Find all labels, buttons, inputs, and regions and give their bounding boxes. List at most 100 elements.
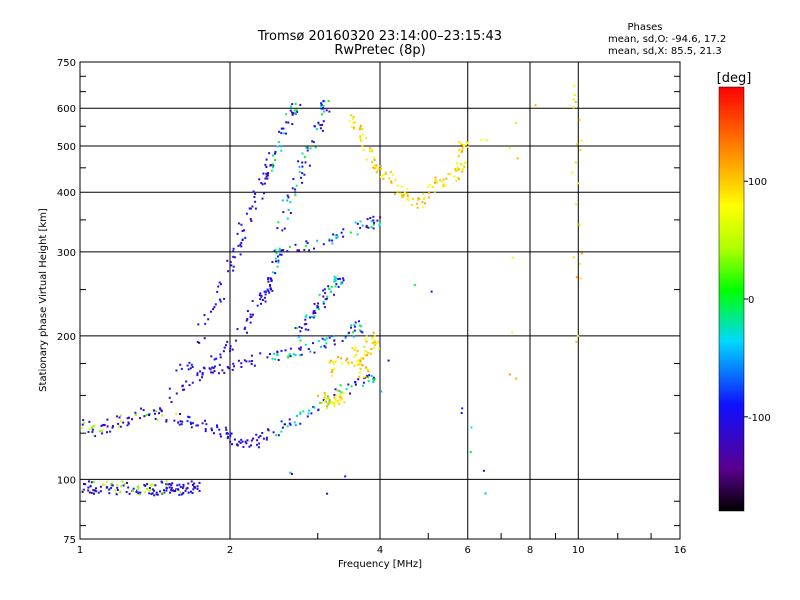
data-point bbox=[184, 489, 187, 492]
data-point bbox=[356, 222, 359, 225]
data-point bbox=[356, 360, 359, 363]
data-point bbox=[511, 331, 514, 334]
data-point bbox=[176, 484, 179, 487]
data-point bbox=[359, 126, 362, 129]
data-point bbox=[137, 487, 140, 490]
data-point bbox=[579, 148, 582, 151]
data-point bbox=[190, 363, 193, 366]
data-point bbox=[267, 172, 270, 174]
data-point bbox=[231, 443, 233, 446]
data-point bbox=[81, 491, 84, 493]
data-point bbox=[340, 397, 343, 400]
data-point bbox=[192, 484, 194, 486]
data-point bbox=[245, 212, 248, 215]
x-tick-label: 1 bbox=[77, 545, 83, 556]
data-point bbox=[188, 384, 191, 387]
data-point bbox=[193, 486, 196, 489]
data-point bbox=[102, 423, 105, 426]
data-point bbox=[515, 377, 518, 380]
data-point bbox=[260, 302, 262, 305]
data-point bbox=[356, 233, 359, 236]
data-point bbox=[122, 484, 125, 487]
data-point bbox=[198, 489, 201, 492]
data-point bbox=[364, 366, 367, 369]
data-point bbox=[313, 315, 316, 318]
data-point bbox=[575, 203, 577, 206]
data-point bbox=[376, 219, 379, 222]
data-point bbox=[353, 127, 356, 130]
data-point bbox=[301, 161, 304, 164]
data-point bbox=[430, 290, 433, 293]
data-point bbox=[153, 494, 156, 497]
data-point bbox=[295, 109, 298, 112]
data-point bbox=[342, 391, 345, 394]
stats-o-mode: mean, sd,O: -94.6, 17.2 bbox=[608, 34, 726, 45]
data-point bbox=[304, 161, 307, 164]
data-point bbox=[272, 154, 274, 157]
data-point bbox=[148, 413, 151, 416]
data-point bbox=[182, 485, 185, 488]
data-point bbox=[286, 217, 289, 220]
data-point bbox=[406, 194, 409, 197]
data-point bbox=[255, 433, 258, 436]
data-point bbox=[191, 381, 194, 384]
data-point bbox=[286, 194, 289, 197]
chart-title: Tromsø 20160320 23:14:00–23:15:43 bbox=[257, 29, 502, 44]
data-point bbox=[330, 371, 333, 374]
data-point bbox=[340, 282, 343, 285]
data-point bbox=[372, 215, 375, 218]
data-point bbox=[287, 356, 289, 359]
data-point bbox=[326, 295, 329, 298]
data-point bbox=[331, 369, 334, 371]
data-point bbox=[358, 371, 361, 374]
data-point bbox=[212, 367, 215, 369]
data-point bbox=[459, 141, 461, 144]
data-point bbox=[574, 101, 577, 104]
data-point bbox=[299, 354, 302, 357]
data-point bbox=[323, 306, 326, 309]
data-point bbox=[269, 287, 272, 290]
data-point bbox=[204, 428, 207, 431]
data-point bbox=[243, 328, 246, 331]
data-point bbox=[580, 252, 583, 255]
data-point bbox=[291, 103, 294, 106]
data-point bbox=[317, 302, 319, 305]
data-point bbox=[170, 486, 173, 489]
data-point bbox=[406, 197, 409, 200]
data-point bbox=[267, 277, 270, 279]
data-point bbox=[294, 243, 297, 246]
data-point bbox=[373, 341, 376, 343]
data-point bbox=[296, 249, 299, 252]
data-point bbox=[233, 438, 236, 441]
data-point bbox=[233, 256, 236, 259]
data-point bbox=[281, 199, 284, 202]
data-point bbox=[331, 242, 334, 245]
data-point bbox=[294, 111, 297, 114]
data-point bbox=[305, 323, 308, 325]
y-tick-label: 75 bbox=[63, 535, 76, 546]
data-point bbox=[109, 430, 112, 433]
data-point bbox=[131, 490, 134, 493]
x-tick-labels: 1 2 4 6 8 10 16 bbox=[77, 545, 687, 556]
data-point bbox=[294, 102, 297, 105]
data-point bbox=[572, 256, 575, 259]
data-point bbox=[313, 247, 315, 250]
data-point bbox=[292, 353, 295, 356]
data-point bbox=[119, 414, 122, 417]
data-point bbox=[187, 415, 190, 418]
data-point bbox=[218, 281, 221, 284]
data-point bbox=[274, 152, 276, 155]
data-point bbox=[456, 162, 459, 165]
data-point bbox=[88, 420, 91, 423]
data-point bbox=[333, 368, 336, 370]
data-point bbox=[154, 412, 156, 415]
data-point bbox=[154, 484, 157, 487]
data-point bbox=[418, 198, 421, 200]
data-point bbox=[328, 399, 331, 402]
data-point bbox=[291, 187, 294, 190]
data-point bbox=[572, 106, 575, 109]
data-point bbox=[358, 320, 360, 323]
data-point bbox=[428, 192, 430, 194]
data-point bbox=[168, 483, 171, 486]
data-point bbox=[265, 172, 268, 175]
